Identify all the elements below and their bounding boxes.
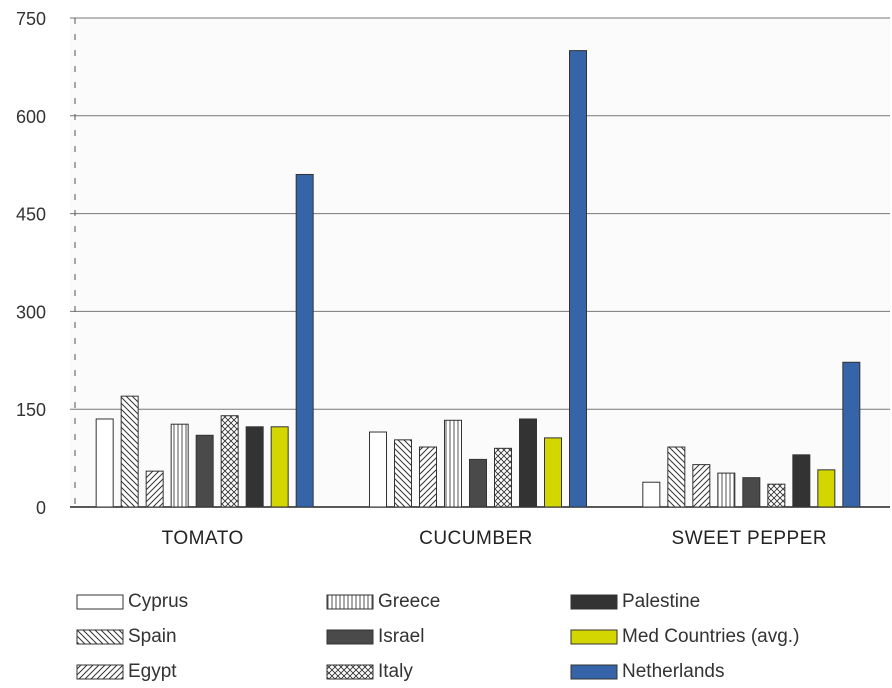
bar-egypt-tomato xyxy=(145,470,164,508)
legend-swatch xyxy=(570,629,618,645)
legend-swatch xyxy=(76,629,124,645)
legend-label: Cyprus xyxy=(128,591,189,612)
y-tick-label: 300 xyxy=(16,302,46,322)
bar-egypt-sweet-pepper xyxy=(692,464,711,508)
legend-item: Spain xyxy=(76,626,177,648)
category-label: TOMATO xyxy=(162,528,244,549)
legend-item: Netherlands xyxy=(570,661,724,683)
y-axis: 0 150 300 450 600 750 xyxy=(16,9,76,518)
legend-swatch xyxy=(326,594,374,610)
legend-label: Greece xyxy=(378,591,441,612)
legend-swatch xyxy=(570,664,618,680)
bar-palestine-tomato xyxy=(245,426,264,508)
gridlines xyxy=(70,17,890,508)
plot-area xyxy=(70,18,890,507)
bar-greece-cucumber xyxy=(444,419,462,508)
bar-israel-tomato xyxy=(195,434,214,508)
y-tick-label: 450 xyxy=(16,205,46,225)
legend-label: Italy xyxy=(378,661,413,682)
bar-spain-tomato xyxy=(120,395,139,508)
bar-spain-sweet-pepper xyxy=(667,446,686,508)
bar-italy-cucumber xyxy=(494,447,512,508)
legend-swatch xyxy=(76,664,124,680)
legend-item: Palestine xyxy=(570,591,700,613)
legend-swatch xyxy=(570,594,618,610)
bar-greece-sweet-pepper xyxy=(717,472,736,508)
legend-label: Spain xyxy=(128,626,177,647)
bar-med-countries-avg-sweet-pepper xyxy=(817,469,836,508)
bar-netherlands-sweet-pepper xyxy=(842,361,861,508)
bar-chart: 0 150 300 450 600 750 TOMATO CUCUMBER SWEET PEP… xyxy=(16,9,890,549)
bar-israel-cucumber xyxy=(469,458,487,508)
y-tick-label: 600 xyxy=(16,107,46,127)
y-tick-label: 750 xyxy=(16,9,46,29)
legend-item: Greece xyxy=(326,591,440,613)
x-axis-labels: TOMATO CUCUMBER SWEET PEPPER xyxy=(162,528,828,549)
bar-italy-sweet-pepper xyxy=(767,483,786,508)
bar-netherlands-tomato xyxy=(295,173,314,508)
bar-cyprus-sweet-pepper xyxy=(642,481,661,508)
category-label: CUCUMBER xyxy=(419,528,533,549)
bar-med-countries-avg-tomato xyxy=(270,426,289,508)
bar-cyprus-tomato xyxy=(95,418,114,508)
bar-italy-tomato xyxy=(220,415,239,508)
y-tick-label: 0 xyxy=(36,498,46,518)
bar-netherlands-cucumber xyxy=(569,50,587,508)
legend-swatch xyxy=(326,629,374,645)
legend: Cyprus Spain Egypt Greece Israel Italy Palesti… xyxy=(76,588,876,688)
legend-item: Egypt xyxy=(76,661,177,683)
bar-greece-tomato xyxy=(170,423,189,508)
y-tick-label: 150 xyxy=(16,400,46,420)
legend-swatch xyxy=(326,664,374,680)
bar-palestine-sweet-pepper xyxy=(792,454,811,508)
bar-med-countries-avg-cucumber xyxy=(544,437,562,508)
legend-item: Med Countries (avg.) xyxy=(570,626,799,648)
legend-item: Italy xyxy=(326,661,413,683)
legend-label: Med Countries (avg.) xyxy=(622,626,800,647)
legend-label: Netherlands xyxy=(622,661,725,682)
bars xyxy=(95,50,861,508)
bar-egypt-cucumber xyxy=(419,446,437,508)
bar-spain-cucumber xyxy=(394,439,412,508)
category-label: SWEET PEPPER xyxy=(672,528,828,549)
legend-label: Israel xyxy=(378,626,425,647)
legend-item: Israel xyxy=(326,626,424,648)
bar-palestine-cucumber xyxy=(519,418,537,508)
bar-cyprus-cucumber xyxy=(369,431,387,508)
bar-israel-sweet-pepper xyxy=(742,477,761,508)
legend-label: Egypt xyxy=(128,661,177,682)
legend-swatch xyxy=(76,594,124,610)
legend-label: Palestine xyxy=(622,591,701,612)
legend-item: Cyprus xyxy=(76,591,188,613)
